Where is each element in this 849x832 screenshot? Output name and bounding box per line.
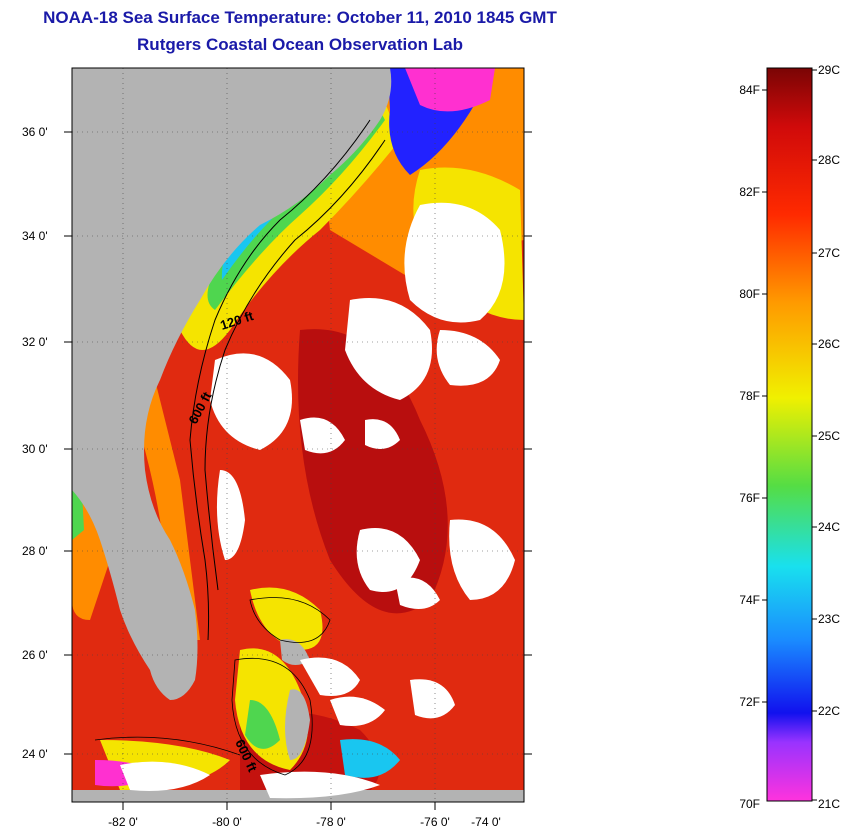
colorbar-f-label: 82F — [739, 185, 760, 199]
land-southeast-us — [72, 68, 392, 700]
colorbar-f-label: 78F — [739, 389, 760, 403]
lat-tick-label: 28 0' — [22, 544, 48, 558]
lon-tick-label: -82 0' — [108, 815, 138, 829]
contour-keys — [94, 736, 241, 756]
colorbar-f-label: 84F — [739, 83, 760, 97]
land-abaco — [280, 639, 310, 665]
map-subtitle: Rutgers Coastal Ocean Observation Lab — [137, 35, 463, 54]
colorbar-f-label: 72F — [739, 695, 760, 709]
lat-tick-label: 32 0' — [22, 335, 48, 349]
contour-bank-north — [249, 597, 331, 643]
map-area — [72, 68, 524, 802]
colorbar-c-label: 24C — [818, 520, 840, 534]
colorbar-f-label: 74F — [739, 593, 760, 607]
bank-green — [245, 700, 280, 749]
color-bar: 84F 82F 80F 78F 76F 74F 72F 70F 29C 28C … — [739, 63, 840, 811]
colorbar-c-label: 25C — [818, 429, 840, 443]
lat-tick-label: 34 0' — [22, 229, 48, 243]
graticule — [72, 68, 524, 802]
lat-tick-label: 36 0' — [22, 125, 48, 139]
contour-bank-great — [231, 657, 313, 776]
colorbar-c-label: 28C — [818, 153, 840, 167]
sound-magenta — [405, 68, 495, 112]
lon-tick-label: -76 0' — [420, 815, 450, 829]
colorbar-f-label: 70F — [739, 797, 760, 811]
cuba-cyan — [340, 739, 400, 778]
colorbar-f-label: 76F — [739, 491, 760, 505]
axis-ticks — [64, 131, 532, 810]
colorbar-c-label: 21C — [818, 797, 840, 811]
colorbar-c-label: 23C — [818, 612, 840, 626]
colorbar-c-label: 27C — [818, 246, 840, 260]
map-frame — [71, 67, 525, 803]
contour-600ft — [204, 139, 386, 591]
lat-tick-label: 30 0' — [22, 442, 48, 456]
gulf-green — [72, 490, 84, 540]
cloud-cover — [120, 202, 515, 799]
lon-tick-label: -78 0' — [316, 815, 346, 829]
lon-tick-label: -74 0' — [471, 815, 501, 829]
map-title: NOAA-18 Sea Surface Temperature: October… — [43, 8, 557, 27]
colorbar-c-label: 22C — [818, 704, 840, 718]
color-bar-gradient — [766, 67, 813, 802]
lat-tick-label: 26 0' — [22, 648, 48, 662]
colorbar-c-label: 29C — [818, 63, 840, 77]
warm-core — [298, 329, 448, 614]
lat-tick-label: 24 0' — [22, 747, 48, 761]
land-andros — [285, 689, 310, 760]
lon-tick-label: -80 0' — [212, 815, 242, 829]
colorbar-c-label: 26C — [818, 337, 840, 351]
colorbar-f-label: 80F — [739, 287, 760, 301]
contour-120ft — [189, 119, 371, 641]
